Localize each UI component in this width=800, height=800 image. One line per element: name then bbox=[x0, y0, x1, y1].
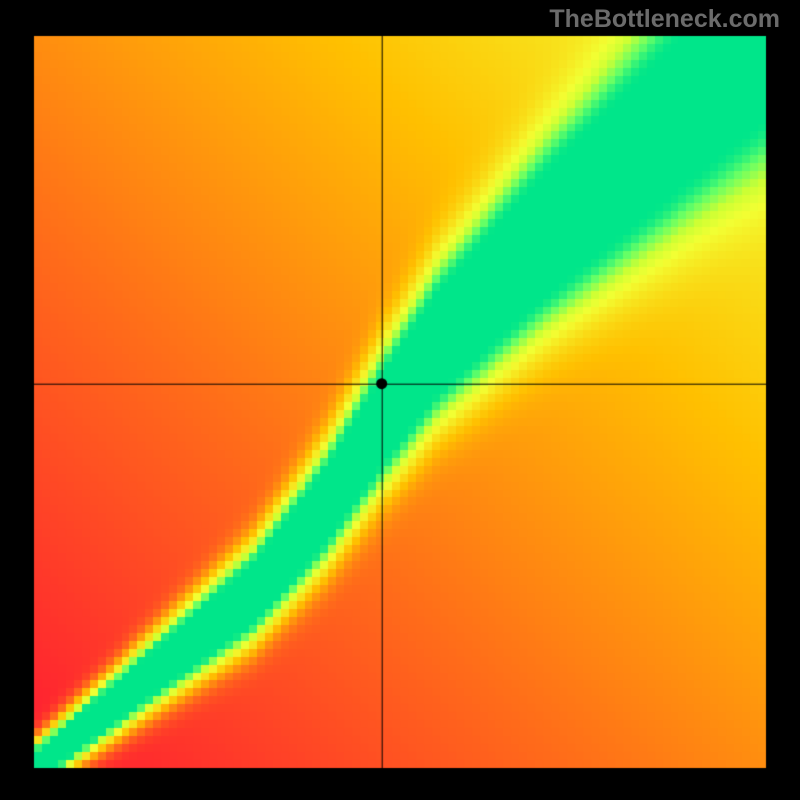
bottleneck-heatmap bbox=[0, 0, 800, 800]
chart-stage: TheBottleneck.com bbox=[0, 0, 800, 800]
